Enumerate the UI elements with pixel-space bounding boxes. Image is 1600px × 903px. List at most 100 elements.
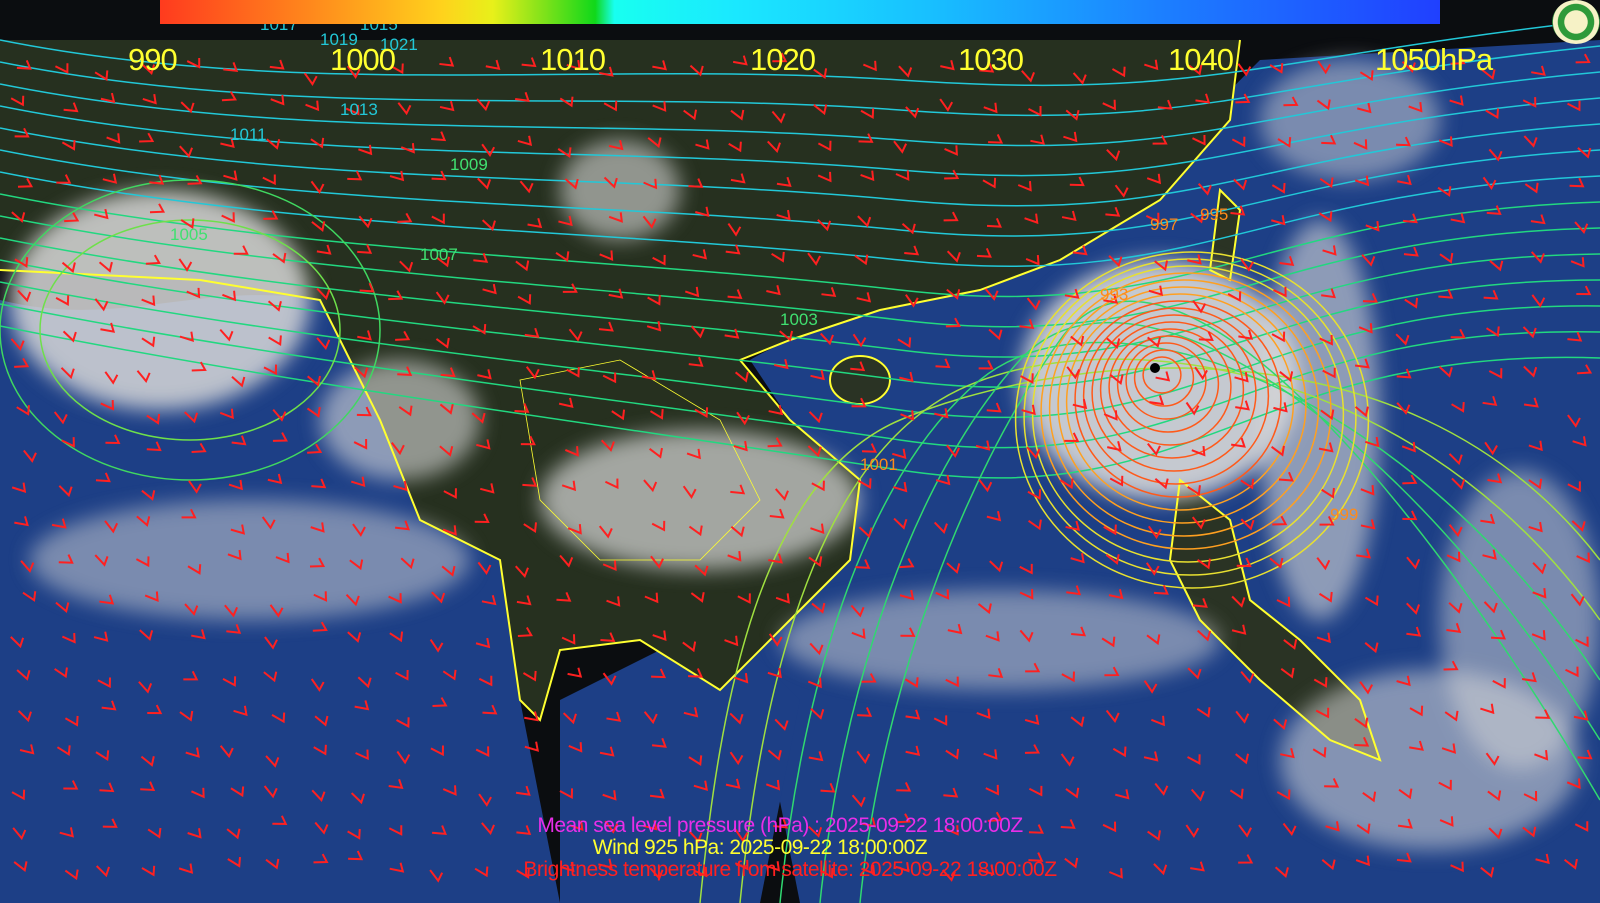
wind-barb (692, 249, 708, 260)
contour-label: 1007 (420, 245, 458, 264)
wind-barb (1282, 822, 1297, 836)
wind-barb (135, 556, 150, 568)
typhoon-isobar (1082, 307, 1270, 485)
wind-barb (311, 478, 327, 489)
wind-barb (1353, 139, 1368, 150)
wind-barb (230, 786, 245, 798)
wind-barb (945, 676, 959, 688)
wind-barb (180, 218, 195, 229)
wind-barb (1105, 206, 1121, 217)
wind-barb (442, 669, 457, 681)
wind-barb (1196, 707, 1211, 718)
wind-barb (767, 667, 782, 679)
wind-barb (138, 681, 153, 694)
wind-barb (1315, 707, 1330, 719)
wind-barb (1109, 373, 1124, 385)
wind-barb (219, 408, 234, 420)
wind-barb (562, 283, 578, 293)
wind-barb (1147, 830, 1161, 841)
wind-barb (1072, 398, 1088, 410)
wind-barb (693, 866, 708, 878)
wind-barb (1483, 289, 1499, 300)
wind-barb (432, 697, 448, 708)
wind-barb (476, 439, 491, 450)
wind-barb (141, 295, 156, 307)
wind-barb (935, 589, 950, 600)
wind-barb (821, 287, 837, 298)
colorbar-tick: 1010 (540, 42, 606, 77)
wind-barb (817, 219, 832, 232)
wind-barb (1396, 852, 1412, 863)
wind-barb (983, 102, 998, 114)
wind-barb (357, 244, 373, 254)
wind-barb (649, 447, 663, 459)
wind-barb (1151, 715, 1165, 727)
wind-barb (1364, 595, 1379, 607)
wind-barb (568, 328, 583, 342)
isobar-line (0, 171, 1600, 268)
wind-barb (567, 667, 583, 678)
wind-barb (1312, 747, 1327, 758)
wind-barb (986, 511, 1002, 522)
wind-barb (307, 375, 322, 387)
wind-barb (1191, 445, 1206, 457)
wind-barb (1319, 515, 1335, 526)
wind-barb (1362, 293, 1379, 303)
wind-barb (1276, 789, 1291, 801)
wind-barb (357, 676, 372, 689)
wind-barb (388, 290, 404, 301)
wind-barb (1446, 551, 1461, 563)
wind-barb (1024, 714, 1040, 726)
wind-barb (1146, 173, 1162, 185)
wind-barb (775, 593, 790, 604)
typhoon-isobar (1074, 300, 1282, 498)
wind-barb (856, 750, 871, 764)
wind-barb (95, 750, 110, 761)
wind-barb (431, 825, 447, 836)
wind-barb (1450, 328, 1466, 339)
wind-barb (17, 177, 34, 188)
wind-barb (1320, 409, 1335, 421)
wind-barb (1322, 367, 1336, 379)
wind-barb (856, 292, 872, 303)
wind-barb (779, 330, 794, 342)
wind-barb (602, 372, 617, 384)
wind-barb (860, 108, 875, 120)
wind-barb (316, 337, 331, 351)
wind-barb (725, 778, 741, 789)
wind-barb (1573, 710, 1589, 721)
wind-barb (979, 62, 995, 73)
wind-barb (106, 133, 121, 144)
wind-barb (1488, 368, 1503, 379)
wind-barb (441, 565, 456, 577)
wind-barb (606, 596, 621, 607)
wind-barb (1024, 744, 1041, 754)
wind-barb (17, 289, 32, 303)
wind-barb (1438, 136, 1453, 147)
wind-barb (1358, 323, 1373, 334)
wind-barb (1272, 515, 1288, 526)
isobar-line (779, 341, 1600, 903)
typhoon-isobar (1023, 258, 1357, 576)
wind-barb (1028, 824, 1044, 834)
wind-barb (98, 261, 113, 273)
wind-barb (357, 330, 372, 341)
isobar-line (0, 97, 1600, 177)
wind-barb (688, 830, 703, 844)
wind-barb (435, 337, 450, 349)
wind-barb (1530, 251, 1545, 264)
wind-barb (734, 828, 749, 843)
wind-barb (1528, 478, 1543, 490)
wind-barb (141, 336, 156, 348)
wind-barb (560, 861, 575, 873)
wind-barb (807, 445, 822, 458)
colorbar-tick: 1000 (330, 42, 396, 77)
wind-barb (682, 485, 697, 499)
wind-barb (608, 139, 624, 151)
wind-barb (10, 338, 25, 351)
wind-barb (1318, 591, 1333, 603)
wind-barb (1481, 69, 1496, 81)
wind-barb (1406, 556, 1421, 570)
wind-barb (774, 718, 789, 731)
